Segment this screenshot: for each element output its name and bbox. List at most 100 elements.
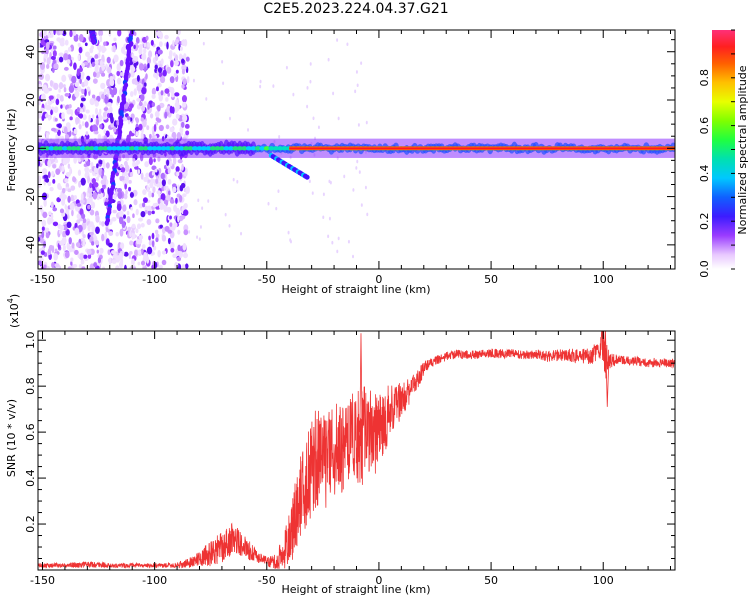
noise-dot: [165, 124, 170, 130]
noise-dot: [126, 215, 131, 224]
noise-dot: [151, 93, 156, 99]
noise-dot: [165, 185, 169, 190]
snr-data: [38, 331, 675, 570]
noise-dot: [152, 186, 156, 193]
noise-dot: [177, 229, 181, 235]
noise-dot: [111, 93, 115, 98]
noise-dot: [183, 170, 188, 177]
noise-dot: [80, 199, 85, 204]
noise-dot: [89, 182, 93, 189]
carrier-core-blob: [43, 146, 50, 151]
carrier-core-blob: [272, 146, 279, 151]
noise-dot: [148, 50, 153, 58]
noise-dot: [76, 107, 80, 113]
noise-dot: [52, 164, 57, 169]
noise-dot: [75, 117, 80, 124]
noise-dot: [136, 97, 141, 102]
noise-dot: [122, 204, 127, 212]
carrier-core-blob: [259, 146, 266, 151]
noise-dot: [70, 185, 76, 191]
noise-dot: [43, 199, 47, 207]
noise-dot: [104, 96, 109, 104]
noise-dot: [89, 209, 95, 216]
noise-dot: [131, 233, 136, 240]
noise-dot: [172, 156, 177, 165]
noise-dot: [102, 183, 106, 190]
carrier-core-blob: [79, 146, 86, 151]
colorbar: 0.0 0.2 0.4 0.6 0.8 Normalized spectral ampl…: [698, 29, 749, 278]
noise-dot: [61, 196, 66, 202]
noise-dot: [109, 78, 115, 87]
noise-dot: [74, 227, 80, 236]
noise-dot: [101, 72, 106, 77]
noise-dot: [147, 103, 150, 110]
noise-dot: [95, 214, 100, 223]
noise-dot: [180, 55, 186, 60]
noise-dot: [41, 219, 47, 227]
noise-dot: [87, 253, 92, 259]
noise-dot: [138, 235, 144, 240]
noise-dot: [77, 86, 82, 92]
noise-dot: [182, 193, 187, 198]
noise-dot: [141, 52, 147, 61]
noise-dot: [86, 248, 92, 255]
carrier-core-blob: [138, 146, 145, 151]
noise-dot: [167, 92, 170, 97]
noise-dot: [360, 61, 363, 65]
noise-dot: [80, 62, 85, 68]
noise-dot: [141, 105, 146, 112]
carrier-core-blob: [52, 146, 59, 151]
noise-dot: [172, 39, 175, 47]
noise-dot: [169, 241, 175, 249]
noise-dot: [144, 210, 148, 214]
noise-dot: [110, 115, 114, 124]
noise-dot: [158, 264, 163, 269]
noise-dot: [156, 118, 162, 123]
noise-dot: [128, 103, 134, 109]
noise-dot: [174, 54, 179, 62]
noise-dot: [287, 230, 290, 235]
spectrogram-data: [38, 30, 675, 269]
noise-dot: [127, 226, 132, 232]
noise-dot: [160, 90, 164, 96]
noise-dot: [117, 191, 123, 200]
noise-dot: [153, 158, 156, 163]
y-tick-label: 0.6: [24, 423, 37, 441]
noise-dot: [131, 223, 136, 229]
noise-dot: [160, 58, 164, 65]
noise-dot: [176, 207, 180, 213]
carrier-core-blob: [223, 146, 230, 151]
noise-dot: [76, 68, 81, 77]
noise-dot: [199, 225, 202, 229]
noise-dot: [88, 168, 93, 173]
noise-dot: [87, 204, 91, 210]
noise-dot: [169, 222, 173, 227]
x-tick-label: -50: [258, 574, 276, 587]
noise-dot: [51, 262, 55, 269]
noise-dot: [40, 250, 45, 256]
noise-dot: [84, 166, 90, 173]
noise-dot: [157, 49, 163, 55]
noise-dot: [98, 160, 104, 165]
noise-dot: [59, 30, 64, 35]
noise-dot: [48, 244, 54, 251]
noise-dot: [147, 42, 151, 48]
noise-dot: [336, 249, 339, 254]
noise-dot: [48, 95, 54, 100]
noise-dot: [113, 194, 117, 201]
noise-dot: [354, 89, 357, 94]
noise-dot: [57, 123, 62, 129]
noise-dot: [161, 259, 167, 266]
noise-dot: [71, 242, 75, 249]
noise-dot: [137, 168, 141, 175]
noise-dot: [67, 163, 71, 169]
noise-dot: [80, 108, 84, 113]
noise-dot: [147, 63, 150, 69]
noise-dot: [327, 234, 330, 239]
noise-dot: [171, 183, 177, 188]
noise-dot: [61, 187, 66, 194]
noise-dot: [366, 212, 369, 217]
carrier-core-blob: [156, 146, 163, 151]
noise-dot: [80, 97, 86, 102]
noise-dot: [222, 81, 225, 86]
